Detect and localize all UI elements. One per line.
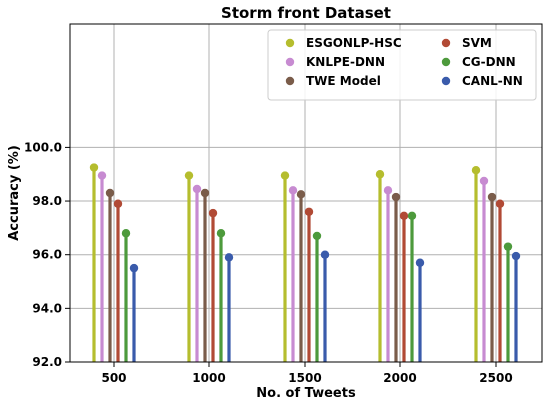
y-axis-label: Accuracy (%) bbox=[7, 145, 22, 241]
lollipop-marker bbox=[192, 184, 202, 194]
legend-label: SVM bbox=[462, 36, 492, 50]
series-cg-dnn bbox=[121, 211, 513, 362]
legend-marker bbox=[285, 57, 295, 67]
x-tick-label: 1500 bbox=[288, 371, 321, 385]
x-axis-label: No. of Tweets bbox=[256, 386, 356, 401]
lollipop-marker bbox=[383, 186, 393, 195]
lollipop-marker bbox=[208, 208, 218, 218]
lollipop-marker bbox=[89, 163, 99, 172]
legend-label: KNLPE-DNN bbox=[306, 55, 385, 69]
lollipop-marker bbox=[320, 250, 330, 259]
legend-marker bbox=[285, 76, 295, 86]
lollipop-marker bbox=[312, 231, 322, 241]
marks-layer bbox=[89, 163, 521, 362]
chart-title: Storm front Dataset bbox=[221, 4, 391, 22]
series-knlpe-dnn bbox=[97, 171, 489, 362]
lollipop-marker bbox=[503, 242, 513, 251]
lollipop-marker bbox=[304, 207, 314, 216]
x-tick-label: 2000 bbox=[383, 371, 416, 385]
lollipop-marker bbox=[415, 258, 425, 267]
lollipop-marker bbox=[113, 199, 123, 208]
y-tick-label: 100.0 bbox=[24, 140, 62, 154]
lollipop-marker bbox=[487, 192, 497, 202]
legend: ESGONLP-HSC KNLPE-DNN TWE Model SVM CG-DNN CA… bbox=[267, 29, 537, 101]
lollipop-marker bbox=[129, 263, 139, 273]
ticks-layer: 92.0 94.0 96.0 98.0 100.0 500 1000 1500 2000 2500 bbox=[24, 140, 513, 385]
lollipop-marker bbox=[121, 229, 131, 238]
plot-frame bbox=[69, 23, 543, 363]
lollipop-marker bbox=[495, 199, 505, 208]
lollipop-marker bbox=[216, 229, 226, 238]
legend-label: ESGONLP-HSC bbox=[306, 36, 402, 50]
lollipop-marker bbox=[184, 171, 194, 180]
lollipop-marker bbox=[224, 253, 234, 262]
legend-marker bbox=[441, 76, 451, 86]
lollipop-marker bbox=[375, 170, 385, 179]
y-tick-label: 98.0 bbox=[32, 194, 62, 208]
series-canl-nn bbox=[129, 250, 521, 362]
series-twe-model bbox=[105, 188, 497, 362]
legend-label: TWE Model bbox=[306, 74, 381, 88]
x-tick-label: 2500 bbox=[479, 371, 512, 385]
x-tick-label: 500 bbox=[101, 371, 126, 385]
lollipop-marker bbox=[105, 188, 115, 198]
lollipop-marker bbox=[471, 165, 481, 175]
lollipop-marker bbox=[280, 171, 290, 180]
series-svm bbox=[113, 199, 505, 362]
legend-marker bbox=[285, 38, 295, 48]
lollipop-marker bbox=[399, 211, 409, 221]
lollipop-marker bbox=[479, 176, 489, 186]
legend-label: CG-DNN bbox=[462, 55, 516, 69]
x-tick-label: 1000 bbox=[192, 371, 225, 385]
lollipop-marker bbox=[296, 190, 306, 199]
legend-frame bbox=[267, 29, 537, 101]
y-tick-label: 94.0 bbox=[32, 301, 62, 315]
legend-marker bbox=[441, 57, 451, 67]
lollipop-marker bbox=[391, 192, 401, 202]
lollipop-marker bbox=[200, 188, 210, 198]
legend-label: CANL-NN bbox=[462, 74, 523, 88]
lollipop-marker bbox=[288, 186, 298, 195]
lollipop-marker bbox=[97, 171, 107, 180]
series-esgonlp-hsc bbox=[89, 163, 481, 362]
lollipop-marker bbox=[407, 211, 417, 221]
legend-marker bbox=[441, 38, 451, 48]
lollipop-marker bbox=[511, 251, 521, 261]
y-tick-label: 96.0 bbox=[32, 248, 62, 262]
y-tick-label: 92.0 bbox=[32, 355, 62, 369]
